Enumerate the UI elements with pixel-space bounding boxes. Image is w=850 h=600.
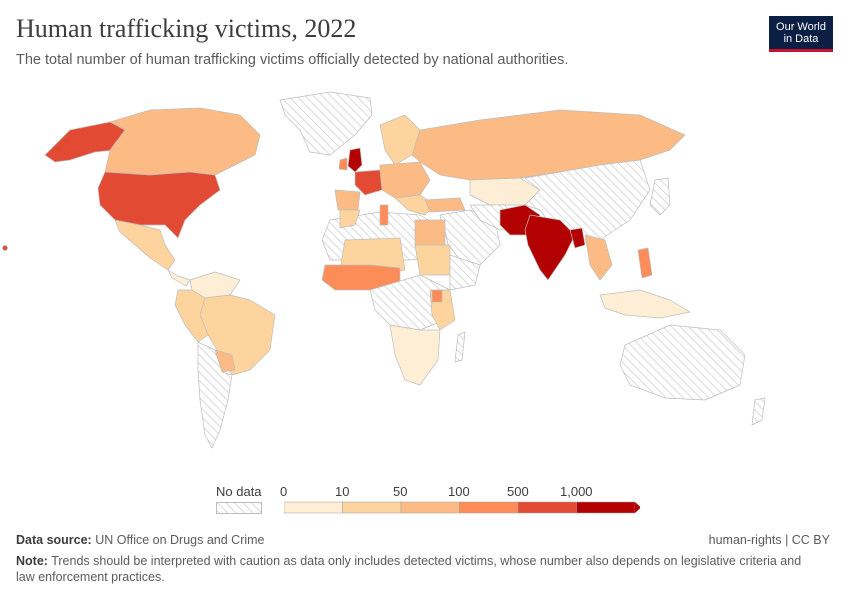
region-iberia[interactable]: [334, 189, 361, 211]
legend-scale: 0 10 50 100 500 1,000: [280, 478, 644, 518]
region-uganda[interactable]: [431, 289, 443, 303]
region-uk[interactable]: [347, 147, 363, 173]
legend-color-bar: [284, 501, 640, 514]
logo-line-1: Our World: [776, 21, 826, 33]
region-egypt[interactable]: [414, 219, 446, 246]
legend-tick-1000: 1,000: [560, 484, 593, 499]
world-map: [2, 91, 766, 449]
region-morocco[interactable]: [339, 209, 361, 229]
region-southern-cone[interactable]: [197, 341, 233, 449]
region-southern-africa[interactable]: [389, 324, 441, 386]
legend-swatch-0[interactable]: [284, 501, 343, 514]
region-mexico[interactable]: [114, 219, 176, 271]
region-indonesia[interactable]: [599, 289, 691, 319]
region-philippines[interactable]: [637, 247, 653, 279]
source-label: Data source:: [16, 533, 92, 547]
chart-subtitle: The total number of human trafficking vi…: [16, 52, 569, 68]
no-data-label: No data: [216, 484, 262, 499]
region-france[interactable]: [354, 169, 383, 196]
legend-swatch-2[interactable]: [400, 501, 460, 514]
region-hawaii[interactable]: [2, 245, 8, 251]
region-central-europe[interactable]: [379, 161, 431, 199]
region-tunisia[interactable]: [379, 204, 389, 226]
no-data-swatch[interactable]: [216, 502, 262, 514]
legend-swatch-1[interactable]: [342, 501, 402, 514]
note-text: Trends should be interpreted with cautio…: [16, 554, 802, 584]
legend-tick-50: 50: [393, 484, 408, 499]
region-new-zealand[interactable]: [751, 397, 766, 426]
license-text[interactable]: human-rights | CC BY: [708, 533, 830, 547]
region-madagascar[interactable]: [454, 331, 466, 363]
region-russia[interactable]: [411, 109, 686, 181]
region-central-africa[interactable]: [369, 274, 451, 331]
footer-note: Note: Trends should be interpreted with …: [16, 553, 816, 585]
legend-swatch-4[interactable]: [517, 501, 577, 514]
region-horn-of-africa[interactable]: [449, 254, 481, 291]
legend-tick-500: 500: [507, 484, 529, 499]
region-southeast-asia[interactable]: [584, 234, 613, 281]
note-label: Note:: [16, 554, 48, 568]
region-india[interactable]: [524, 214, 576, 281]
region-turkey[interactable]: [424, 197, 466, 213]
legend-swatch-5[interactable]: [576, 501, 636, 514]
region-usa[interactable]: [97, 171, 221, 239]
region-australia[interactable]: [619, 324, 746, 401]
logo-line-2: in Data: [783, 33, 819, 45]
region-andes[interactable]: [174, 289, 209, 343]
region-sudan[interactable]: [414, 244, 451, 276]
legend-tick-100: 100: [448, 484, 470, 499]
region-central-america[interactable]: [167, 269, 191, 287]
region-ireland[interactable]: [338, 157, 348, 171]
region-scandinavia[interactable]: [379, 114, 421, 166]
map-legend: No data 0 10 50 100 500 1,000: [0, 478, 850, 518]
region-japan[interactable]: [649, 177, 671, 216]
data-source: Data source: UN Office on Drugs and Crim…: [16, 533, 265, 547]
chart-title: Human trafficking victims, 2022: [16, 14, 357, 43]
legend-tick-10: 10: [335, 484, 350, 499]
region-canada[interactable]: [104, 107, 261, 176]
region-bangladesh-myanmar[interactable]: [569, 227, 586, 249]
legend-tick-0: 0: [280, 484, 288, 499]
legend-overflow-arrow: [635, 502, 640, 513]
legend-swatch-3[interactable]: [459, 501, 519, 514]
source-text[interactable]: UN Office on Drugs and Crime: [95, 533, 265, 547]
owid-logo[interactable]: Our World in Data: [769, 16, 833, 52]
region-greenland[interactable]: [279, 91, 373, 156]
